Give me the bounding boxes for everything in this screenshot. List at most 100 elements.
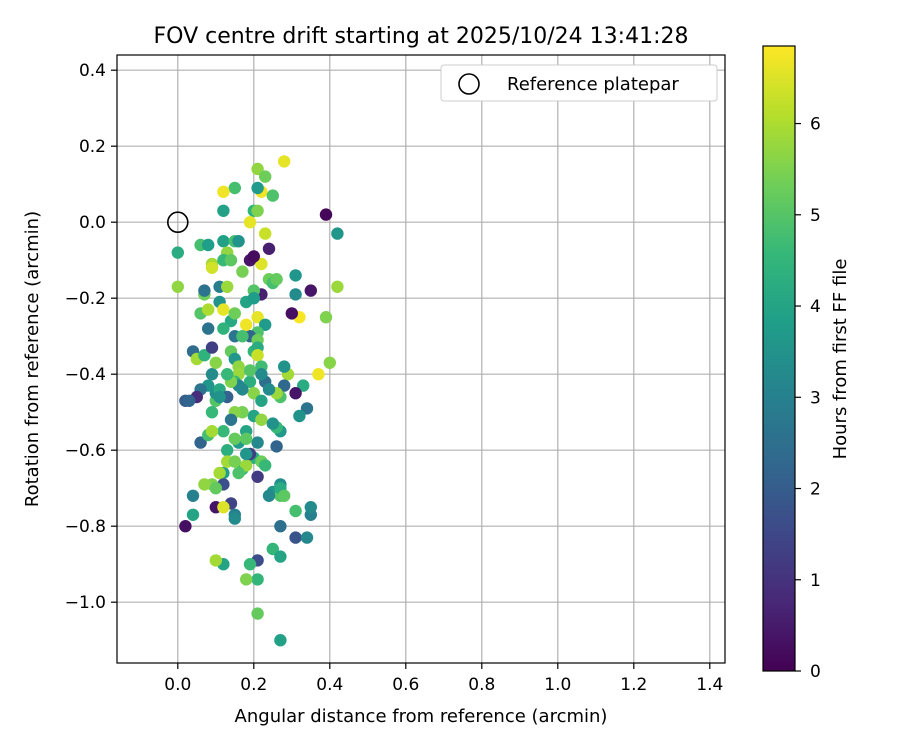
y-tick-label: −0.8 [65, 517, 106, 537]
data-point [289, 269, 302, 282]
data-point [247, 250, 260, 263]
x-tick-label: 0.4 [316, 675, 343, 695]
data-point [251, 607, 264, 620]
x-tick-label: 0.2 [240, 675, 267, 695]
data-point [270, 440, 283, 453]
data-point [251, 311, 264, 324]
legend-label: Reference platepar [507, 74, 679, 95]
data-point [266, 417, 279, 430]
data-point [240, 318, 253, 331]
data-point [274, 634, 287, 647]
x-tick-label: 0.8 [468, 675, 495, 695]
data-point [251, 162, 264, 176]
data-point [259, 227, 272, 240]
data-point [251, 436, 264, 449]
x-tick-label: 1.4 [696, 675, 723, 695]
data-point [202, 322, 215, 335]
data-point [198, 478, 211, 491]
data-point [243, 364, 257, 377]
data-point [289, 387, 302, 400]
x-tick-label: 0.0 [164, 675, 191, 695]
data-point [266, 542, 279, 556]
data-point [251, 181, 264, 195]
data-points [171, 155, 344, 647]
y-tick-label: 0.4 [79, 61, 106, 81]
colorbar: 0 1 2 3 4 5 6 Hours from first FF file [762, 45, 851, 682]
data-point [213, 390, 226, 404]
data-point [213, 466, 226, 480]
data-point [240, 459, 253, 472]
legend-box [440, 64, 718, 102]
data-point [293, 409, 306, 423]
data-point [266, 189, 279, 202]
data-point [300, 402, 314, 415]
data-point [221, 280, 234, 293]
data-point [255, 394, 268, 407]
data-point [221, 368, 234, 381]
y-axis-label: Rotation from reference (arcmin) [22, 211, 43, 507]
data-point [262, 242, 276, 255]
data-point [202, 238, 215, 252]
data-point [289, 531, 302, 544]
data-point [240, 573, 253, 586]
colorbar-ticks: 0 1 2 3 4 5 6 [795, 115, 821, 682]
data-point [171, 246, 184, 259]
data-point [278, 379, 291, 392]
data-point [217, 425, 230, 438]
data-point [217, 322, 230, 335]
data-point [194, 436, 207, 449]
data-point [198, 349, 211, 362]
colorbar-tick-label: 2 [810, 480, 821, 500]
x-axis-label: Angular distance from reference (arcmin) [235, 706, 608, 727]
data-point [217, 185, 230, 198]
data-point [209, 482, 222, 495]
data-point [255, 257, 268, 271]
data-point [251, 204, 264, 217]
data-point [209, 356, 222, 369]
data-point [228, 432, 241, 445]
data-point [205, 406, 219, 419]
colorbar-gradient [762, 45, 796, 672]
data-point [243, 375, 257, 388]
data-point [186, 508, 200, 521]
data-point [243, 558, 257, 571]
data-point [278, 489, 291, 502]
data-point [198, 284, 211, 297]
colorbar-tick-label: 5 [810, 206, 821, 226]
data-point [205, 341, 219, 354]
data-point [300, 531, 314, 544]
data-point [224, 254, 238, 267]
y-axis-ticks: 0.4 0.2 0.0 −0.2 −0.4 −0.6 −0.8 −1.0 [65, 61, 117, 613]
data-point [217, 204, 230, 217]
data-point [285, 307, 298, 320]
x-tick-label: 0.6 [392, 675, 419, 695]
data-point [259, 459, 272, 472]
data-point [259, 318, 272, 331]
colorbar-tick-label: 3 [810, 388, 821, 408]
data-point [205, 425, 219, 438]
data-point [278, 155, 291, 168]
data-point [205, 261, 219, 274]
colorbar-tick-label: 6 [810, 115, 821, 135]
y-tick-label: −0.4 [65, 365, 106, 385]
data-point [251, 573, 264, 586]
data-point [217, 235, 230, 248]
data-point [236, 383, 249, 396]
y-tick-label: −0.2 [65, 289, 106, 309]
data-point [262, 383, 276, 396]
data-point [274, 550, 287, 563]
data-point [259, 170, 272, 183]
data-point [217, 501, 230, 514]
grid-lines [117, 55, 725, 663]
data-point [228, 455, 241, 468]
data-point [228, 512, 241, 525]
data-point [247, 387, 260, 400]
data-point [243, 216, 257, 229]
data-point [240, 447, 253, 461]
data-point [186, 489, 200, 502]
data-point [262, 489, 276, 502]
data-point [221, 444, 234, 457]
legend-marker [458, 73, 480, 95]
y-tick-label: −1.0 [65, 593, 106, 613]
